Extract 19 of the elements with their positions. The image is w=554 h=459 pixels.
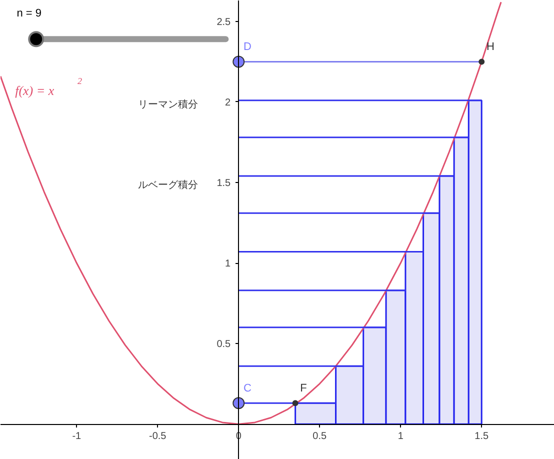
annotation: H [486,41,494,54]
x-tick-label: 1.5 [474,431,489,442]
annotation: D [243,41,252,54]
y-tick-label: 1 [225,258,232,270]
x-tick-label: -1 [72,431,82,442]
x-tick-label: 0.5 [312,431,328,442]
annotation: C [243,382,252,395]
annotation: ルベーグ積分 [138,179,198,192]
text: f(x) = x2 [15,76,82,98]
y-tick-label: 0.5 [216,339,232,350]
annotation: リーマン積分 [138,98,198,111]
y-tick-label: 1.5 [216,178,232,189]
annotation: n = 9 [16,7,42,20]
y-tick-label: 2.5 [216,16,232,28]
x-tick-label: 1 [398,431,404,442]
annotation: F [300,382,308,395]
y-tick-label: 2 [225,97,232,108]
x-tick-label: -0.5 [149,431,167,442]
line-series [0,1,502,425]
